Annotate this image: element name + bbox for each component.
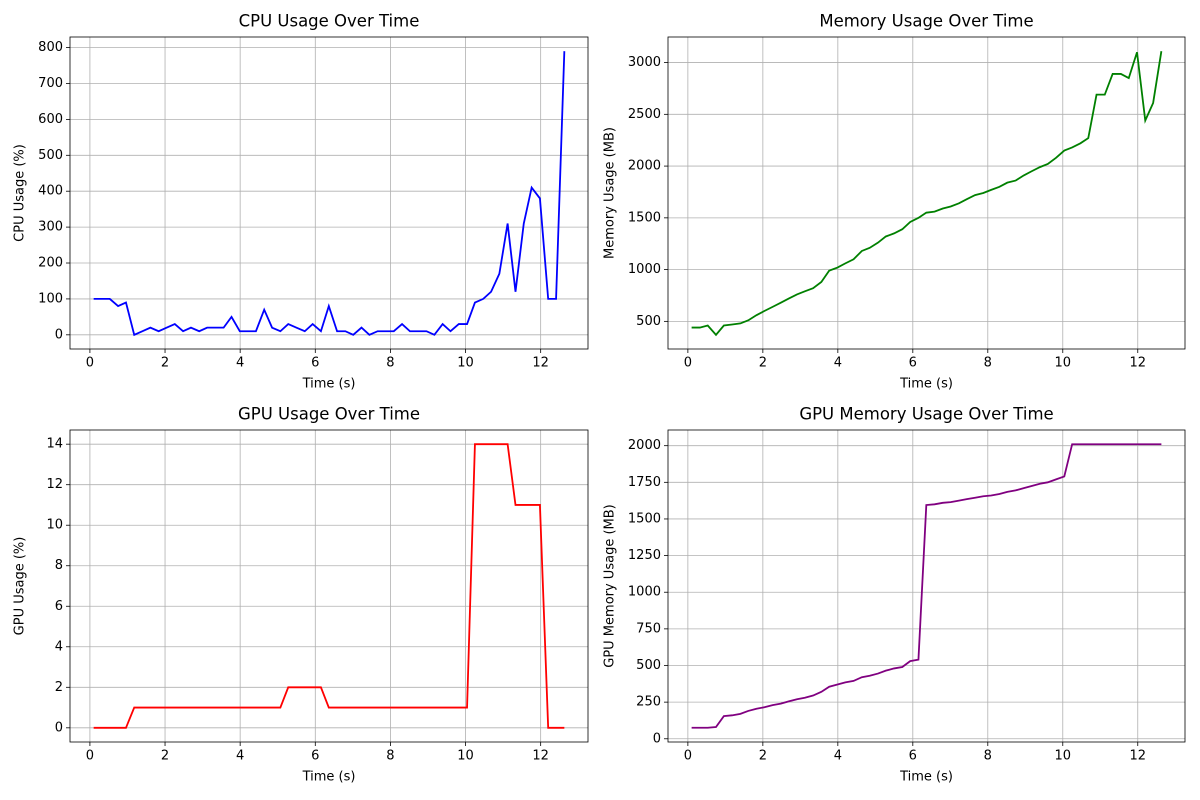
y-tick-label: 0	[55, 720, 63, 735]
y-tick-label: 2	[55, 680, 63, 695]
y-tick-label: 500	[636, 658, 661, 673]
y-axis-label: GPU Usage (%)	[13, 537, 28, 636]
subplot: 0 2 4 6 8 10 12 500 1000 1500 2000 2500 3000 Memory U…	[603, 12, 1186, 392]
y-tick-label: 250	[636, 695, 661, 710]
x-tick-label: 8	[386, 356, 394, 371]
subplot: 0 2 4 6 8 10 12 0 100 200 300 400 500 600 700 800 CPU Us…	[13, 12, 589, 392]
x-tick-label: 4	[834, 356, 842, 371]
x-tick-label: 12	[532, 749, 549, 764]
x-tick-label: 2	[759, 749, 767, 764]
y-tick-label: 400	[38, 184, 63, 199]
y-tick-label: 6	[55, 599, 63, 614]
x-tick-label: 4	[236, 356, 244, 371]
x-tick-label: 10	[1055, 356, 1072, 371]
y-tick-label: 300	[38, 220, 63, 235]
x-tick-label: 6	[909, 749, 917, 764]
y-tick-label: 4	[55, 639, 63, 654]
y-axis-label: GPU Memory Usage (MB)	[603, 504, 618, 667]
subplot: 0 2 4 6 8 10 12 0 2 4 6 8 10 12 14 GPU Usage Over Time T…	[13, 405, 589, 785]
chart-title: GPU Usage Over Time	[238, 405, 420, 424]
y-tick-label: 0	[653, 731, 661, 746]
y-tick-label: 12	[46, 477, 63, 492]
y-tick-label: 2500	[628, 107, 661, 122]
y-tick-label: 100	[38, 291, 63, 306]
x-tick-label: 2	[759, 356, 767, 371]
y-tick-label: 1000	[628, 262, 661, 277]
y-axis-label: Memory Usage (MB)	[603, 127, 618, 259]
y-tick-label: 2000	[628, 159, 661, 174]
data-line	[691, 443, 1162, 729]
y-tick-label: 14	[46, 437, 63, 452]
x-tick-label: 8	[984, 749, 992, 764]
y-tick-label: 1000	[628, 585, 661, 600]
x-tick-label: 0	[684, 356, 692, 371]
x-tick-label: 0	[684, 749, 692, 764]
y-tick-label: 500	[38, 148, 63, 163]
chart-title: GPU Memory Usage Over Time	[799, 405, 1053, 424]
data-line	[691, 51, 1163, 337]
x-tick-label: 0	[86, 356, 94, 371]
x-tick-label: 10	[1055, 749, 1072, 764]
x-tick-label: 12	[1129, 356, 1146, 371]
y-tick-label: 0	[55, 327, 63, 342]
y-tick-label: 750	[636, 621, 661, 636]
x-tick-label: 0	[86, 749, 94, 764]
x-tick-label: 6	[311, 749, 319, 764]
axes-frame	[667, 36, 1186, 350]
x-tick-label: 6	[909, 356, 917, 371]
data-line	[93, 51, 566, 337]
x-tick-label: 6	[311, 356, 319, 371]
chart-title: Memory Usage Over Time	[819, 12, 1033, 31]
x-axis-label: Time (s)	[899, 377, 953, 392]
y-tick-label: 2000	[628, 438, 661, 453]
x-tick-label: 4	[834, 749, 842, 764]
x-tick-label: 8	[984, 356, 992, 371]
y-tick-label: 1500	[628, 511, 661, 526]
x-tick-label: 10	[457, 749, 474, 764]
x-tick-label: 2	[161, 356, 169, 371]
x-tick-label: 8	[386, 749, 394, 764]
axes-frame	[69, 36, 589, 350]
y-tick-label: 1750	[628, 475, 661, 490]
x-tick-label: 4	[236, 749, 244, 764]
x-axis-label: Time (s)	[302, 377, 356, 392]
y-tick-label: 600	[38, 112, 63, 127]
y-tick-label: 8	[55, 558, 63, 573]
y-tick-label: 1250	[628, 548, 661, 563]
y-tick-label: 3000	[628, 55, 661, 70]
x-tick-label: 12	[532, 356, 549, 371]
y-tick-label: 700	[38, 76, 63, 91]
x-tick-label: 2	[161, 749, 169, 764]
x-tick-label: 10	[457, 356, 474, 371]
chart-title: CPU Usage Over Time	[239, 12, 420, 31]
y-tick-label: 500	[636, 314, 661, 329]
y-tick-label: 800	[38, 40, 63, 55]
x-axis-label: Time (s)	[302, 770, 356, 785]
x-tick-label: 12	[1129, 749, 1146, 764]
y-tick-label: 10	[46, 518, 63, 533]
x-axis-label: Time (s)	[899, 770, 953, 785]
data-line	[93, 443, 565, 729]
y-tick-label: 200	[38, 256, 63, 271]
axes-frame	[69, 429, 589, 743]
y-axis-label: CPU Usage (%)	[13, 144, 28, 242]
subplot: 0 2 4 6 8 10 12 0 250 500 750 1000 1250 1500 1750 2000 G…	[603, 405, 1186, 785]
y-tick-label: 1500	[628, 210, 661, 225]
axes-frame	[667, 429, 1186, 743]
